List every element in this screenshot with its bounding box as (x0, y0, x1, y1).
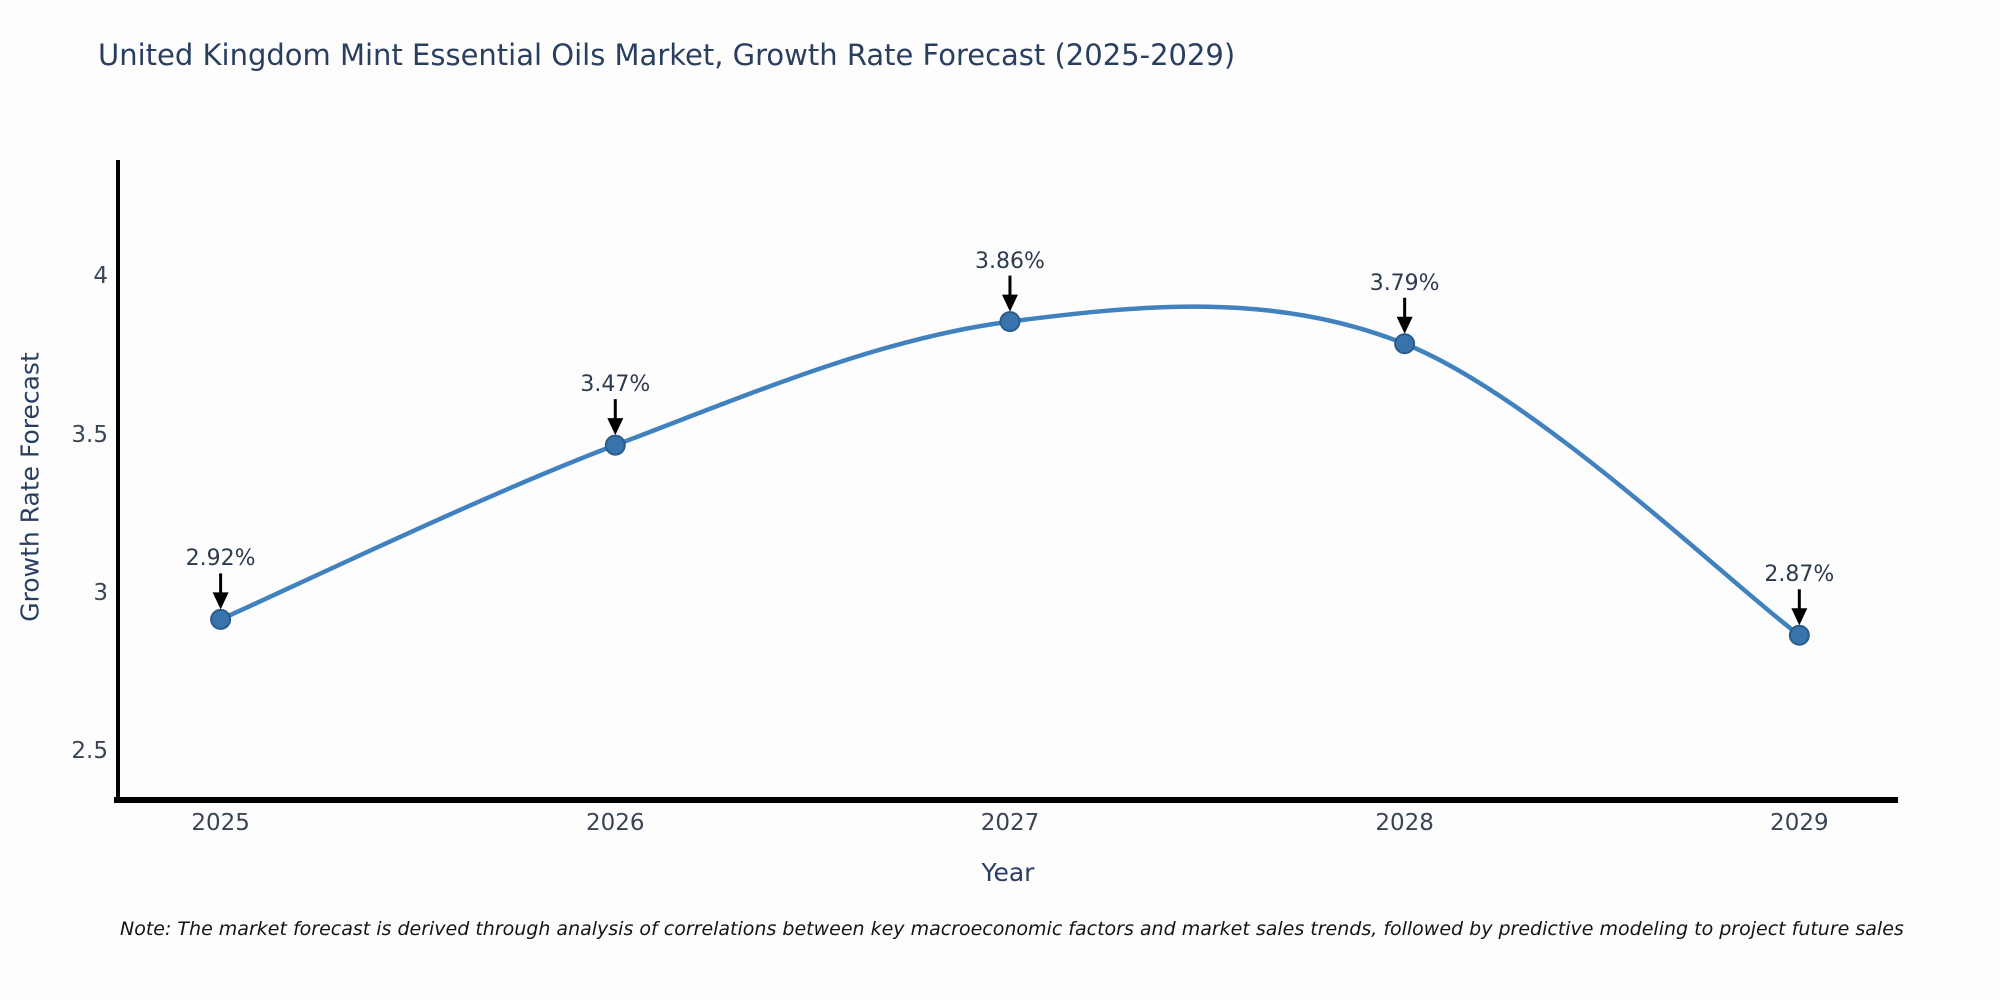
y-tick-4: 4 (93, 263, 108, 290)
annotation-arrowhead (1396, 316, 1413, 334)
data-point-2026 (604, 434, 626, 456)
x-tick-2028: 2028 (1375, 810, 1434, 836)
point-label-2025: 2.92% (185, 546, 256, 572)
x-tick-2025: 2025 (191, 810, 250, 836)
point-label-2029: 2.87% (1764, 562, 1835, 588)
x-tick-2027: 2027 (980, 810, 1040, 836)
data-point-2025 (210, 608, 232, 630)
point-label-2027: 3.86% (975, 248, 1045, 274)
data-point-2028 (1394, 333, 1416, 355)
y-tick-3: 3 (93, 580, 108, 607)
y-tick-2.5: 2.5 (71, 738, 108, 765)
data-point-2029 (1788, 624, 1810, 646)
forecast-line (219, 304, 1801, 638)
annotation-arrowhead (1001, 294, 1018, 312)
point-label-2028: 3.79% (1369, 270, 1440, 296)
annotation-arrowhead (607, 418, 624, 436)
chart-title: United Kingdom Mint Essential Oils Marke… (98, 38, 1236, 72)
annotation-arrowhead (1791, 608, 1808, 626)
footnote: Note: The market forecast is derived thr… (120, 918, 1904, 940)
y-tick-3.5: 3.5 (71, 421, 108, 448)
x-tick-2029: 2029 (1770, 810, 1829, 836)
point-label-2026: 3.47% (580, 372, 651, 398)
data-point-2027 (999, 311, 1021, 333)
annotation-arrowhead (212, 592, 229, 610)
x-axis-title: Year (981, 858, 1035, 887)
x-tick-2026: 2026 (586, 810, 645, 836)
